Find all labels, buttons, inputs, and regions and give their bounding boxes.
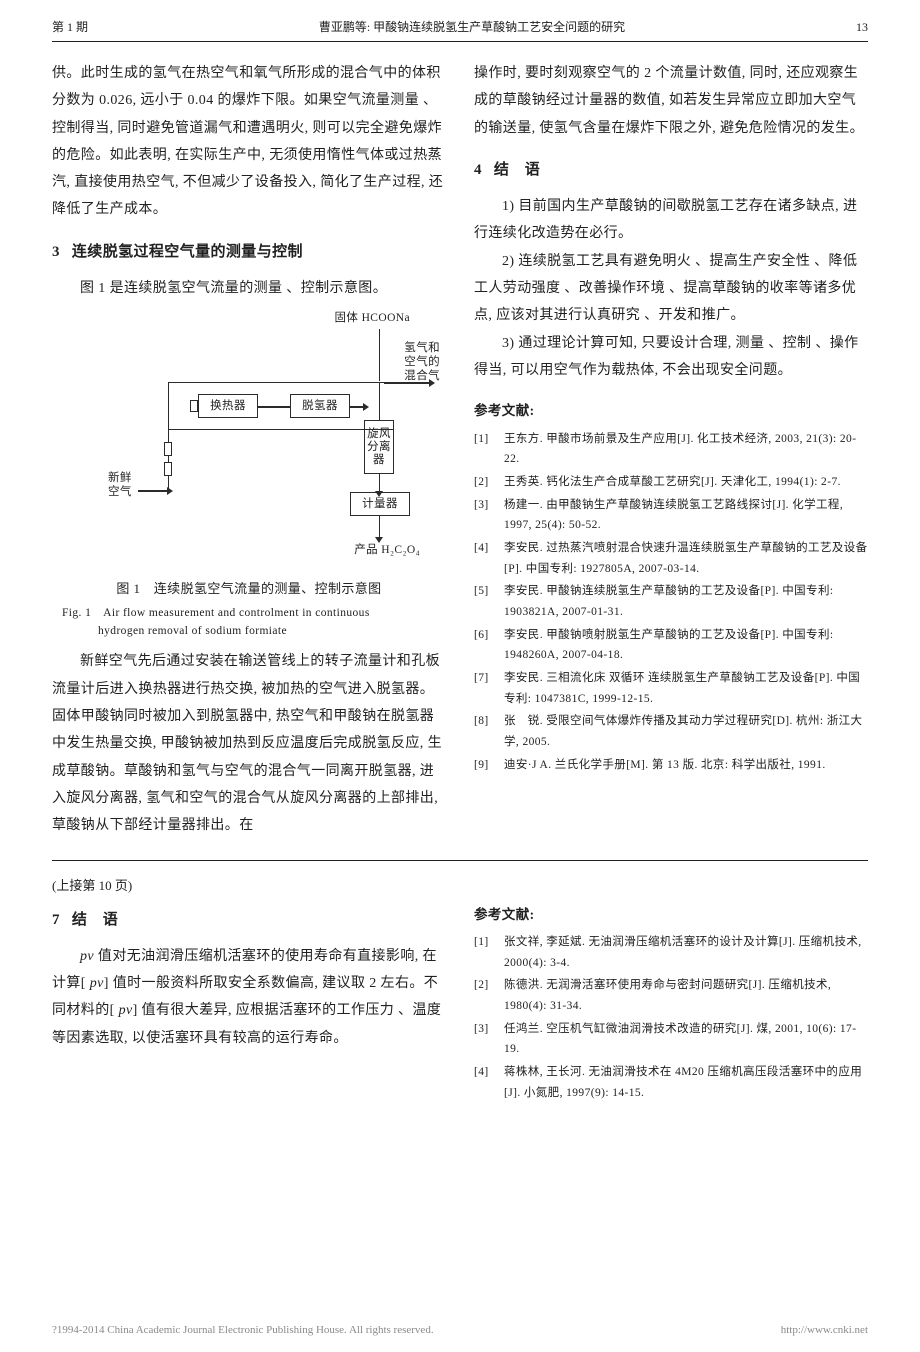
section-4-heading: 4 结 语 <box>474 156 868 185</box>
bottom-right-column: 参考文献: [1]张文祥, 李延斌. 无油润滑压缩机活塞环的设计及计算[J]. … <box>474 902 868 1106</box>
section-4-number: 4 <box>474 162 482 178</box>
label-fresh-air: 新鲜 空气 <box>108 472 132 500</box>
ref-item: [9]迪安·J A. 兰氏化学手册[M]. 第 13 版. 北京: 科学出版社,… <box>474 755 868 776</box>
running-title: 曹亚鹏等: 甲酸钠连续脱氢生产草酸钠工艺安全问题的研究 <box>88 18 856 35</box>
line-to-product <box>379 516 380 538</box>
label-solid-hcoona: 固体 HCOONa <box>335 312 410 326</box>
references-list: [1]王东方. 甲酸市场前景及生产应用[J]. 化工技术经济, 2003, 21… <box>474 429 868 776</box>
line-cyclone-up <box>379 382 380 420</box>
figure-1-caption-cn: 图 1 连续脱氢空气流量的测量、控制示意图 <box>52 576 446 601</box>
figure-1-caption-en: Fig. 1 Air flow measurement and controlm… <box>52 604 446 641</box>
conclusion-2: 2) 连续脱氢工艺具有避免明火 、提高生产安全性 、降低工人劳动强度 、改善操作… <box>474 248 868 330</box>
ref-item: [5]李安民. 甲酸钠连续脱氢生产草酸钠的工艺及设备[P]. 中国专利: 190… <box>474 581 868 622</box>
ref-item: [6]李安民. 甲酸钠喷射脱氢生产草酸钠的工艺及设备[P]. 中国专利: 194… <box>474 625 868 666</box>
left-column: 供。此时生成的氢气在热空气和氧气所形成的混合气中的体积分数为 0.026, 远小… <box>52 60 446 840</box>
ref-item: [2]陈德洪. 无润滑活塞环使用寿命与密封问题研究[J]. 压缩机技术, 198… <box>474 975 868 1016</box>
ref-item: [3]任鸿兰. 空压机气缸微油润滑技术改造的研究[J]. 煤, 2001, 10… <box>474 1019 868 1060</box>
line-2-arrow <box>350 406 364 407</box>
section-4-title: 结 语 <box>494 162 540 178</box>
bottom-left-column: 7 结 语 pv 值对无油润滑压缩机活塞环的使用寿命有直接影响, 在计算[ pv]… <box>52 902 446 1106</box>
section-3-number: 3 <box>52 244 60 260</box>
line-fresh-air-in <box>138 490 168 491</box>
sensor-3 <box>190 400 198 412</box>
issue-number: 第 1 期 <box>52 18 88 35</box>
references-heading: 参考文献: <box>474 398 868 424</box>
main-columns: 供。此时生成的氢气在热空气和氧气所形成的混合气中的体积分数为 0.026, 远小… <box>52 60 868 840</box>
page-footer: ?1994-2014 China Academic Journal Electr… <box>0 1324 920 1336</box>
ref-item: [1]张文祥, 李延斌. 无油润滑压缩机活塞环的设计及计算[J]. 压缩机技术,… <box>474 932 868 973</box>
footer-copyright: ?1994-2014 China Academic Journal Electr… <box>52 1324 434 1336</box>
section-3-title: 连续脱氢过程空气量的测量与控制 <box>72 244 303 260</box>
para-air-process: 新鲜空气先后通过安装在输送管线上的转子流量计和孔板流量计后进入换热器进行热交换,… <box>52 648 446 839</box>
figure-1-diagram: 固体 HCOONa 氢气和 空气的 混合气 换热器 脱氢器 旋风 分离 器 <box>130 312 440 572</box>
label-product: 产品 H₂C₂O₄ <box>354 544 420 558</box>
ref-item: [4]李安民. 过热蒸汽喷射混合快速升温连续脱氢生产草酸钠的工艺及设备[P]. … <box>474 538 868 579</box>
footer-url: http://www.cnki.net <box>781 1324 868 1336</box>
section-7-title: 结 语 <box>72 912 118 928</box>
section-7-heading: 7 结 语 <box>52 906 446 935</box>
section-7-number: 7 <box>52 912 60 928</box>
ref-item: [3]杨建一. 由甲酸钠生产草酸钠连续脱氢工艺路线探讨[J]. 化学工程, 19… <box>474 495 868 536</box>
ref-item: [8]张 锐. 受限空间气体爆炸传播及其动力学过程研究[D]. 杭州: 浙江大学… <box>474 711 868 752</box>
sensor-2 <box>164 462 172 476</box>
section-7-para: pv 值对无油润滑压缩机活塞环的使用寿命有直接影响, 在计算[ pv] 值时一般… <box>52 943 446 1052</box>
ref-item: [7]李安民. 三相流化床 双循环 连续脱氢生产草酸钠工艺及设备[P]. 中国专… <box>474 668 868 709</box>
continued-from-note: (上接第 10 页) <box>52 875 868 894</box>
line-mix-out <box>384 382 430 383</box>
para-operation: 操作时, 要时刻观察空气的 2 个流量计数值, 同时, 还应观察生成的草酸钠经过… <box>474 60 868 142</box>
sensor-1 <box>164 442 172 456</box>
ref-item: [2]王秀英. 钙化法生产合成草酸工艺研究[J]. 天津化工, 1994(1):… <box>474 472 868 493</box>
section-3-heading: 3 连续脱氢过程空气量的测量与控制 <box>52 238 446 267</box>
section-divider <box>52 860 868 861</box>
conclusion-1: 1) 目前国内生产草酸钠的间歇脱氢工艺存在诸多缺点, 进行连续化改造势在必行。 <box>474 193 868 248</box>
conclusion-3: 3) 通过理论计算可知, 只要设计合理, 测量 、控制 、操作得当, 可以用空气… <box>474 330 868 385</box>
line-solid-down <box>379 329 380 381</box>
line-down-left <box>168 430 169 490</box>
line-1 <box>258 406 290 407</box>
ref-item: [1]王东方. 甲酸市场前景及生产应用[J]. 化工技术经济, 2003, 21… <box>474 429 868 470</box>
references-list-2: [1]张文祥, 李延斌. 无油润滑压缩机活塞环的设计及计算[J]. 压缩机技术,… <box>474 932 868 1104</box>
page-header: 第 1 期 曹亚鹏等: 甲酸钠连续脱氢生产草酸钠工艺安全问题的研究 13 <box>52 18 868 42</box>
bottom-columns: 7 结 语 pv 值对无油润滑压缩机活塞环的使用寿命有直接影响, 在计算[ pv]… <box>52 902 868 1106</box>
line-to-meter <box>379 474 380 492</box>
section-3-intro: 图 1 是连续脱氢空气流量的测量 、控制示意图。 <box>52 275 446 302</box>
label-mixed-gas: 氢气和 空气的 混合气 <box>404 342 440 383</box>
ref-item: [4]蒋株林, 王长河. 无油润滑技术在 4M20 压缩机高压段活塞环中的应用[… <box>474 1062 868 1103</box>
right-column: 操作时, 要时刻观察空气的 2 个流量计数值, 同时, 还应观察生成的草酸钠经过… <box>474 60 868 840</box>
figure-1: 固体 HCOONa 氢气和 空气的 混合气 换热器 脱氢器 旋风 分离 器 <box>52 312 446 640</box>
references-heading-2: 参考文献: <box>474 902 868 928</box>
page-number: 13 <box>856 20 868 35</box>
para-supply-continuation: 供。此时生成的氢气在热空气和氧气所形成的混合气中的体积分数为 0.026, 远小… <box>52 60 446 224</box>
